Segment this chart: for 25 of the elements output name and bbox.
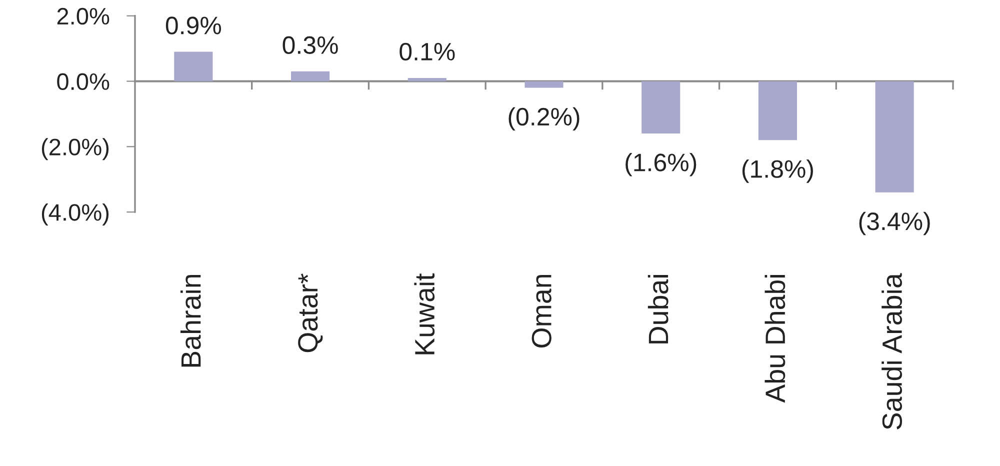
- x-tick-label: Saudi Arabia: [882, 273, 902, 430]
- bar: [875, 81, 914, 192]
- x-tick-label: Qatar*: [298, 274, 323, 352]
- data-label: (3.4%): [859, 212, 930, 236]
- x-tick-label: Dubai: [648, 275, 668, 344]
- data-label: (1.6%): [626, 153, 696, 176]
- data-label: 0.1%: [400, 42, 455, 61]
- bar: [758, 81, 797, 140]
- x-tick-label: Abu Dhabi: [764, 275, 786, 403]
- bar: [174, 52, 213, 82]
- y-tick-label: 2.0%: [57, 8, 110, 25]
- bar: [408, 78, 446, 82]
- data-label: (0.2%): [508, 107, 580, 131]
- x-tick-label: Oman: [532, 274, 552, 348]
- y-tick-label: 0.0%: [57, 73, 110, 90]
- x-tick-label: Kuwait: [414, 273, 435, 354]
- bar: [291, 71, 330, 82]
- data-label: 0.3%: [282, 36, 338, 54]
- x-tick-label: Bahrain: [180, 274, 201, 367]
- data-label: 0.9%: [166, 16, 222, 34]
- y-tick-label: (2.0%): [42, 138, 109, 160]
- data-label: (1.8%): [742, 160, 813, 183]
- bar: [642, 81, 680, 134]
- bar: [524, 81, 564, 88]
- y-tick-label: (4.0%): [42, 203, 109, 226]
